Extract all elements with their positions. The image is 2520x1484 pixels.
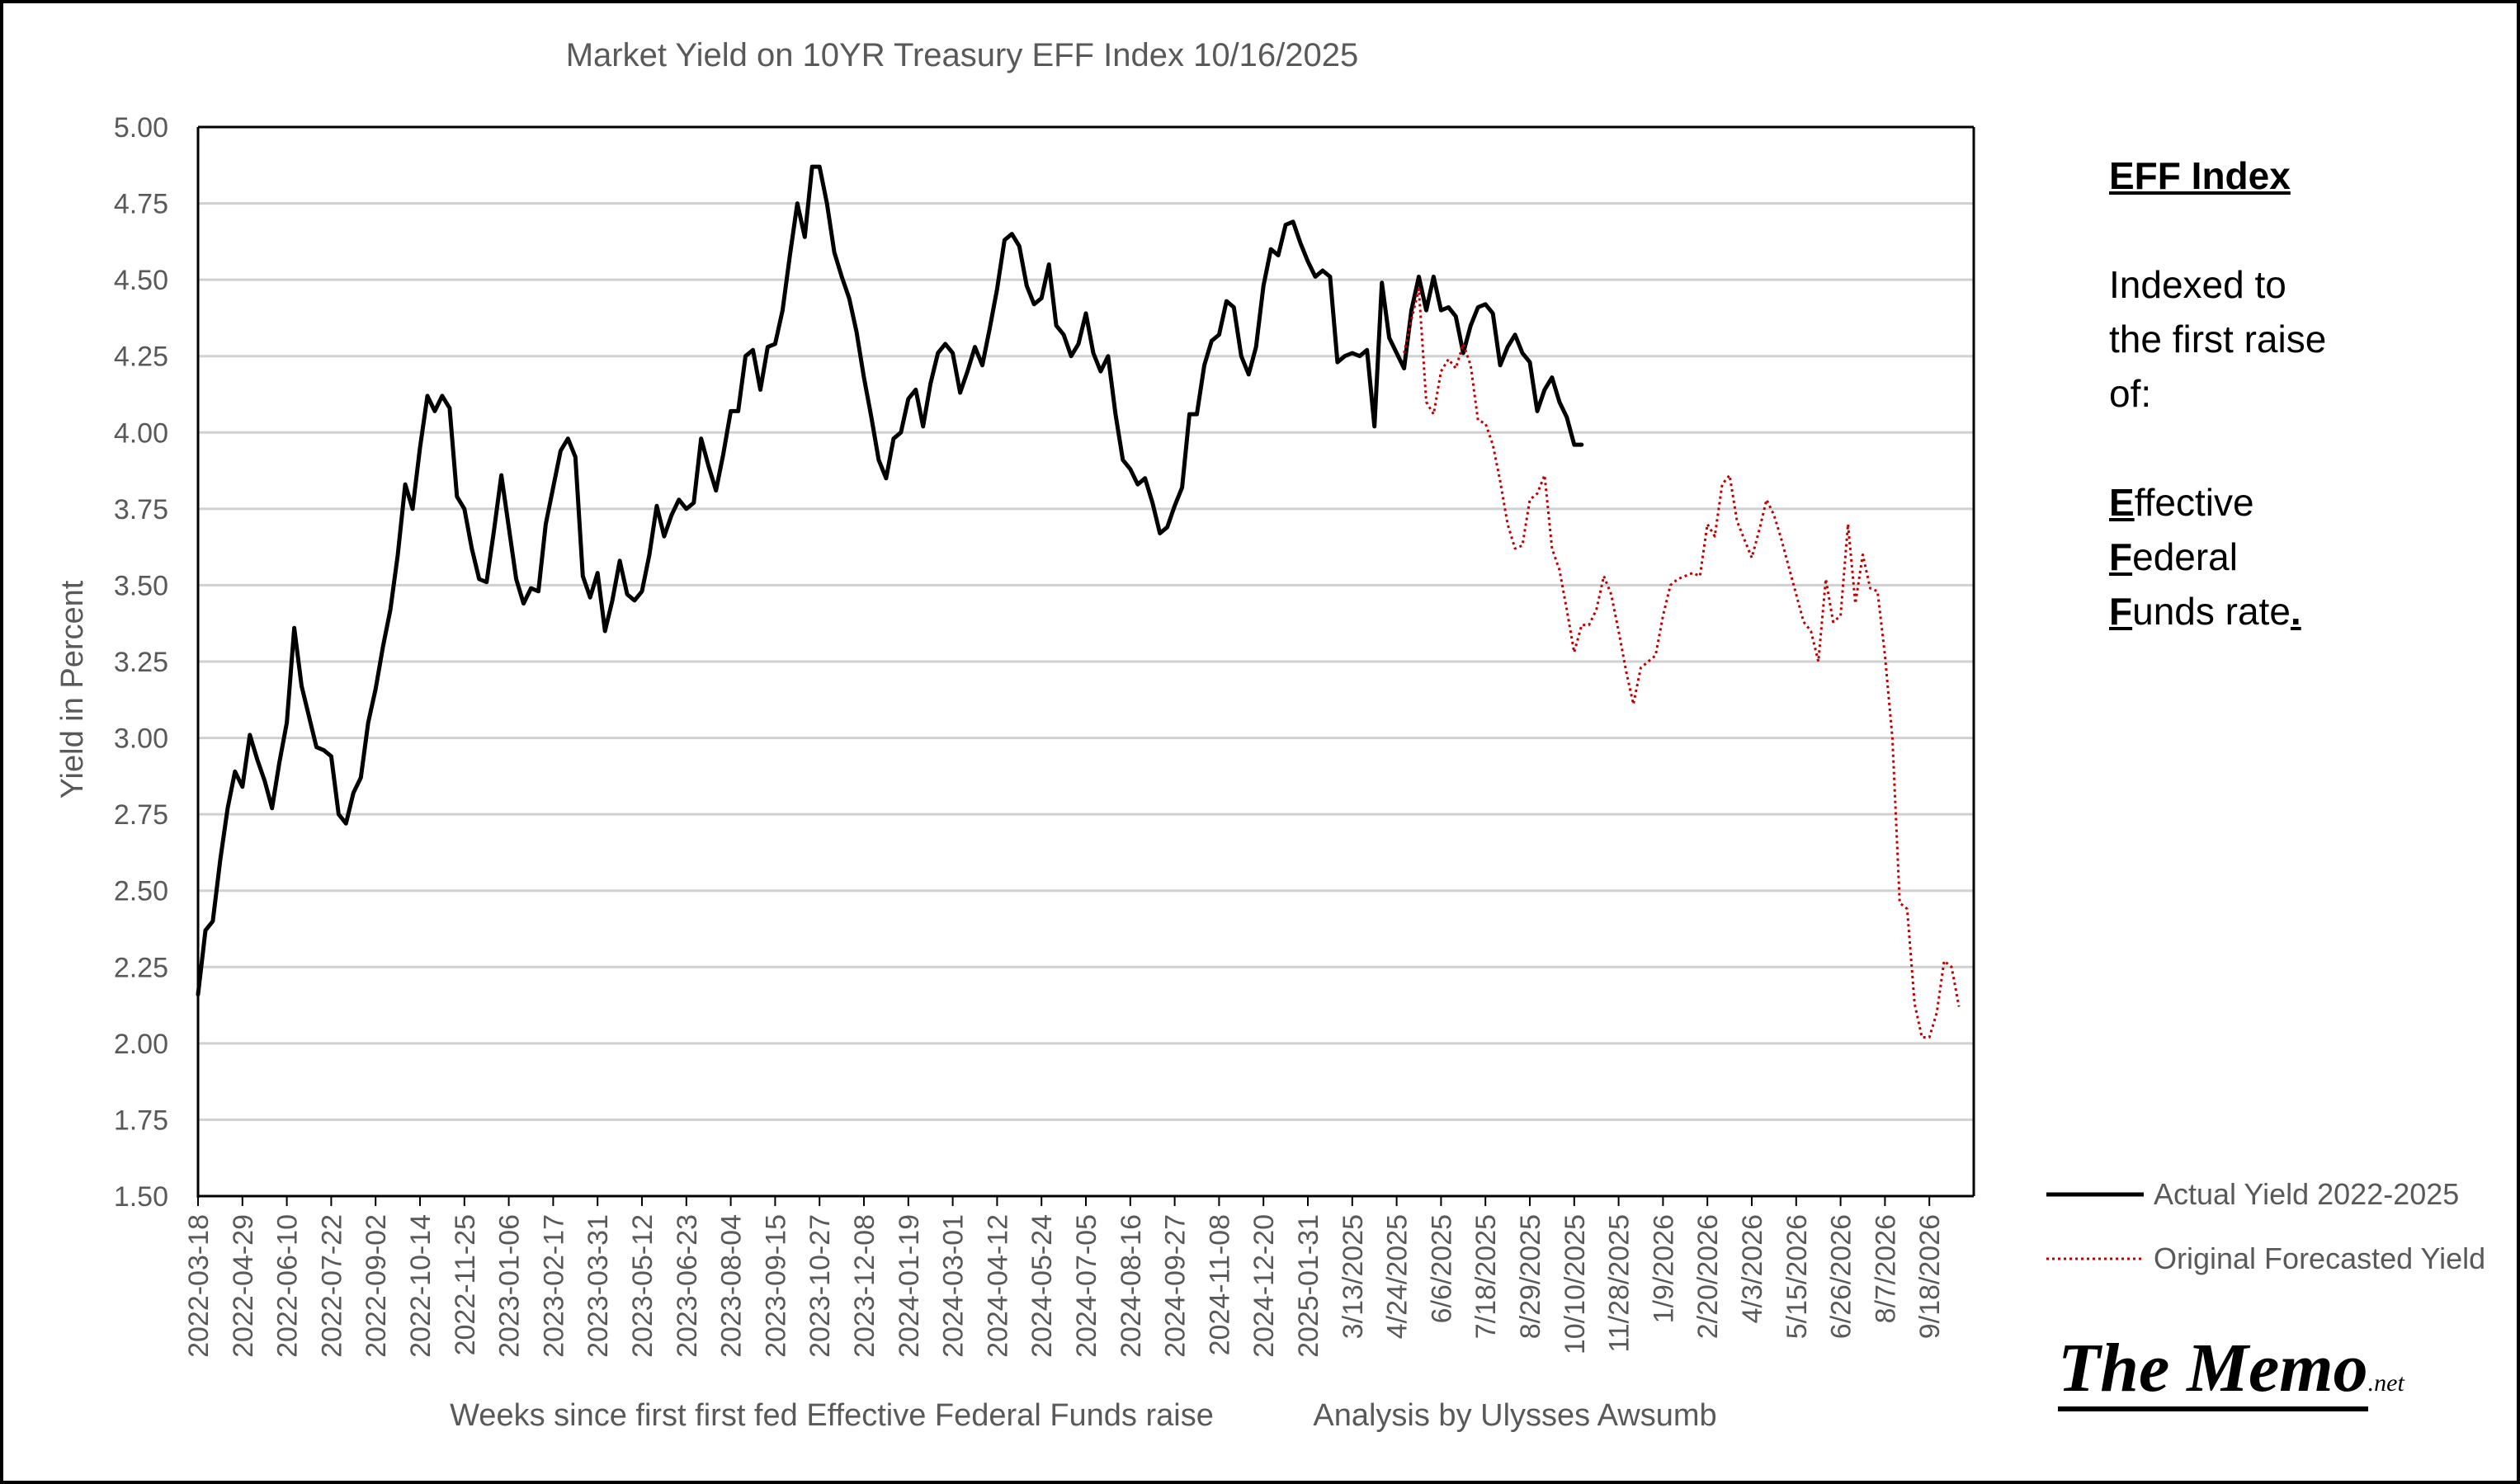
analysis-credit: Analysis by Ulysses Awsumb	[1313, 1398, 1716, 1433]
logo-suffix: .net	[2367, 1369, 2404, 1397]
x-tick-label: 2025-01-31	[1293, 1214, 1324, 1358]
x-tick-label: 11/28/2025	[1604, 1214, 1635, 1353]
y-tick-labels: 5.00 4.75 4.50 4.25 4.00 3.75 3.50 3.25 3.00 2.75…	[114, 112, 168, 1213]
legend-label-forecast: Original Forecasted Yield	[2154, 1241, 2485, 1275]
x-tick-label: 2023-03-31	[583, 1214, 614, 1358]
y-tick-label: 3.25	[114, 647, 168, 678]
x-tick-label: 2024-03-01	[938, 1214, 970, 1358]
y-tick-label: 3.00	[114, 723, 168, 755]
x-tick-label: 2023-05-12	[627, 1214, 658, 1358]
x-tick-label: 1/9/2026	[1648, 1214, 1679, 1323]
note-heading: EFF Index	[2109, 154, 2291, 197]
x-tick-label: 2022-07-22	[316, 1214, 347, 1358]
x-tick-label: 2022-09-02	[361, 1214, 392, 1358]
acronym-initial-f1: F	[2109, 535, 2133, 578]
acronym-initial-e: E	[2109, 481, 2135, 524]
x-tick-label: 2024-09-27	[1160, 1214, 1192, 1358]
logo-name: The Memo	[2058, 1330, 2368, 1411]
note-paragraph: Indexed to the first raise of:	[2109, 257, 2456, 421]
acronym-rest-federal: ederal	[2132, 535, 2238, 578]
y-tick-label: 4.00	[114, 417, 168, 449]
y-tick-label: 1.50	[114, 1181, 168, 1213]
gridlines	[198, 125, 1975, 1198]
series-line-actual	[196, 164, 1584, 997]
x-tick-label: 2/20/2026	[1692, 1214, 1724, 1339]
x-tick-label: 5/15/2026	[1781, 1214, 1813, 1339]
x-tick-label: 2023-01-06	[494, 1214, 526, 1358]
eff-index-note: EFF Index Indexed to the first raise of:…	[2109, 148, 2456, 638]
x-tick-label: 6/26/2026	[1826, 1214, 1857, 1339]
note-line-1: Indexed to	[2109, 263, 2286, 306]
y-tick-label: 4.75	[114, 189, 168, 220]
x-tick-label: 2023-08-04	[716, 1214, 748, 1358]
y-tick-label: 5.00	[114, 112, 168, 144]
x-tick-label: 2024-01-19	[894, 1214, 925, 1358]
x-tick-label: 8/29/2025	[1515, 1214, 1546, 1339]
y-axis-title: Yield in Percent	[55, 580, 90, 799]
y-tick-label: 2.75	[114, 799, 168, 831]
x-tick-label: 2024-11-08	[1204, 1214, 1235, 1355]
x-tick-label: 3/13/2025	[1338, 1214, 1369, 1339]
x-tick-label: 10/10/2025	[1560, 1214, 1591, 1354]
series-line-forecast	[1403, 287, 1961, 1039]
x-tick-label: 2022-10-14	[405, 1214, 437, 1358]
x-tick-label: 2022-11-25	[450, 1214, 481, 1355]
x-tick-label: 2023-10-27	[805, 1214, 836, 1358]
x-tick-label: 2024-12-20	[1248, 1214, 1280, 1358]
x-tick-labels: 2022-03-18 2022-04-29 2022-06-10 2022-07-22…	[183, 1196, 1946, 1358]
legend: Actual Yield 2022-2025 Original Forecast…	[2046, 1177, 2485, 1275]
legend-label-actual: Actual Yield 2022-2025	[2154, 1177, 2459, 1211]
acronym-initial-f2: F	[2109, 590, 2133, 633]
x-tick-label: 2024-08-16	[1116, 1214, 1147, 1358]
x-tick-label: 2023-09-15	[760, 1214, 791, 1358]
x-tick-label: 2023-12-08	[849, 1214, 880, 1358]
y-tick-label: 3.50	[114, 570, 168, 601]
x-tick-label: 2023-06-23	[672, 1214, 703, 1358]
y-tick-label: 2.00	[114, 1029, 168, 1060]
x-tick-label: 2024-07-05	[1071, 1214, 1102, 1358]
x-tick-label: 2024-05-24	[1026, 1214, 1058, 1358]
x-tick-label: 7/18/2025	[1470, 1214, 1502, 1339]
x-tick-label: 9/18/2026	[1914, 1214, 1946, 1339]
y-tick-label: 2.25	[114, 952, 168, 983]
x-tick-label: 4/3/2026	[1737, 1214, 1768, 1323]
y-tick-label: 3.75	[114, 494, 168, 525]
chart-title: Market Yield on 10YR Treasury EFF Index …	[566, 37, 1359, 73]
acronym-rest-effective: ffective	[2134, 481, 2254, 524]
acronym-effective: Effective	[2109, 475, 2456, 530]
acronym-rest-funds: unds rate	[2132, 590, 2291, 633]
x-tick-label: 2022-04-29	[228, 1214, 259, 1358]
x-tick-label: 4/24/2025	[1382, 1214, 1413, 1339]
x-axis-title: Weeks since first first fed Effective Fe…	[450, 1398, 1214, 1433]
note-line-3: of:	[2109, 372, 2152, 415]
x-tick-label: 6/6/2025	[1426, 1214, 1457, 1323]
acronym-funds-rate: Funds rate.	[2109, 584, 2456, 638]
x-tick-label: 2023-02-17	[538, 1214, 569, 1358]
y-tick-label: 4.50	[114, 265, 168, 296]
series-layer	[196, 164, 1961, 1039]
x-tick-label: 2022-06-10	[272, 1214, 304, 1358]
y-tick-label: 2.50	[114, 876, 168, 907]
x-tick-label: 2022-03-18	[183, 1214, 215, 1358]
y-tick-label: 1.75	[114, 1105, 168, 1136]
acronym-federal: Federal	[2109, 530, 2456, 584]
note-line-2: the first raise	[2109, 318, 2327, 360]
y-tick-label: 4.25	[114, 342, 168, 373]
x-tick-label: 2024-04-12	[982, 1214, 1013, 1358]
x-tick-label: 8/7/2026	[1870, 1214, 1901, 1323]
the-memo-logo: The Memo.net	[2058, 1328, 2404, 1411]
acronym-tail-period: .	[2290, 590, 2301, 633]
